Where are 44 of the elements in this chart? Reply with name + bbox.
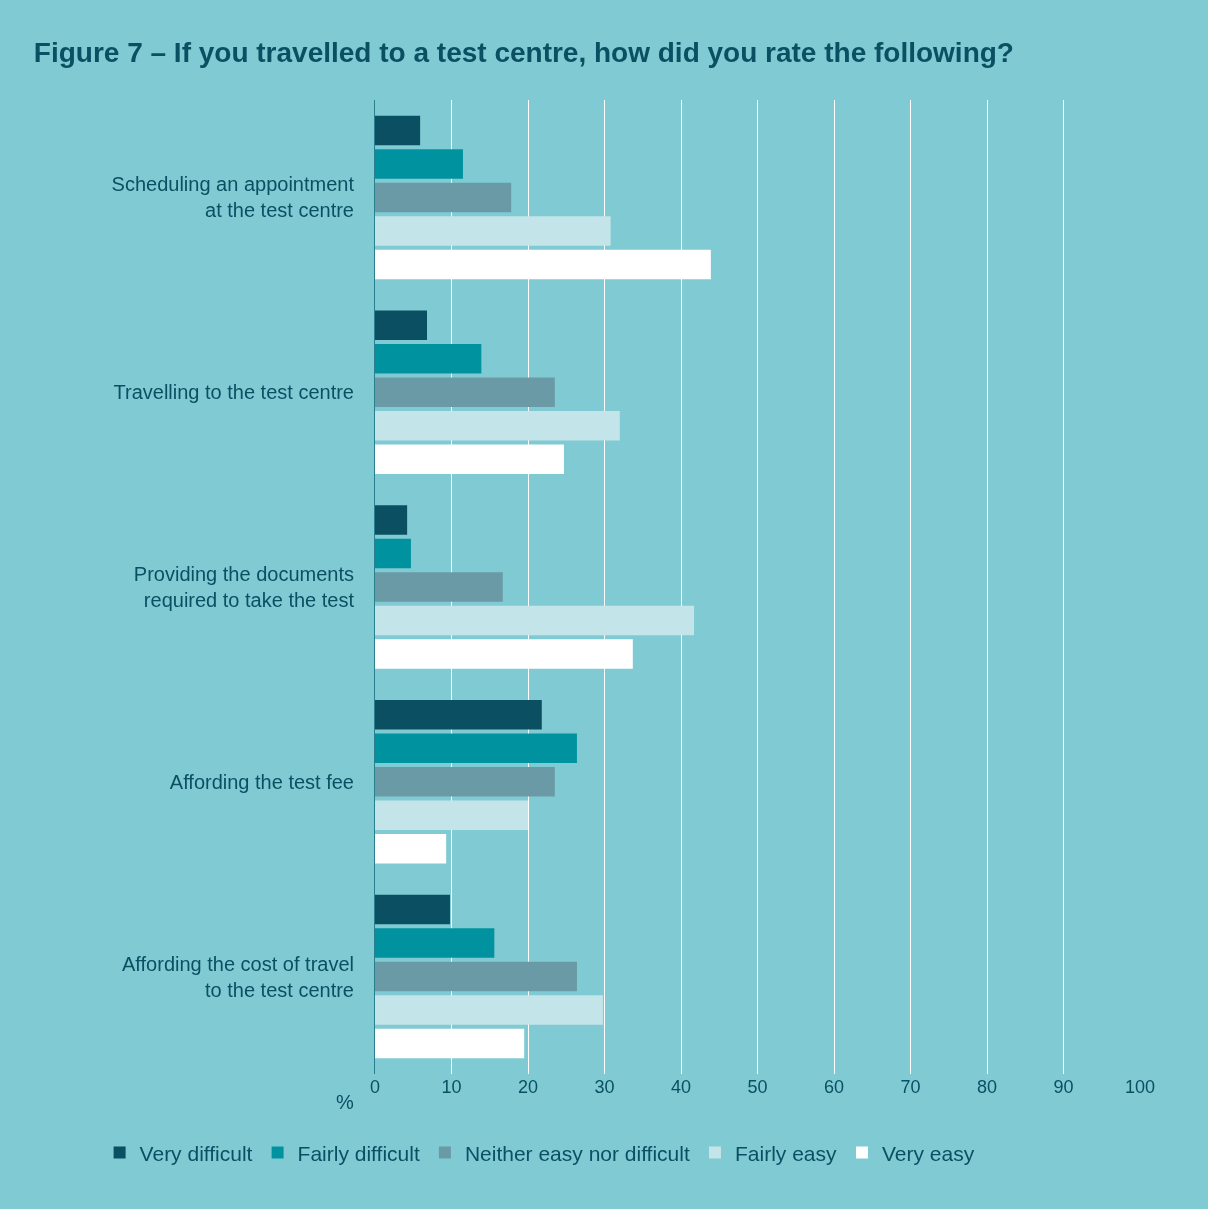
y-tick-label: Travelling to the test centre [113, 381, 354, 404]
bar [375, 115, 421, 146]
bar [375, 572, 503, 602]
x-tick-label: 40 [670, 1077, 692, 1097]
bar [375, 834, 447, 864]
bar [375, 538, 411, 569]
bar [375, 182, 512, 213]
bar [375, 216, 611, 246]
x-tick-label: 80 [976, 1077, 998, 1097]
bar [375, 995, 603, 1025]
bar [375, 343, 482, 374]
legend-label: Very difficult [139, 1141, 253, 1165]
bar [375, 767, 555, 797]
y-tick-label: Affording the test fee [169, 770, 354, 793]
x-tick-label: 70 [900, 1077, 921, 1097]
y-tick-label: Affording the cost of travel to the test centre [122, 952, 354, 1001]
y-tick-label: Scheduling an appointment at the test centre [111, 173, 355, 222]
x-tick-label: 50 [747, 1077, 768, 1097]
bar [375, 733, 577, 764]
x-tick-label: 0 [369, 1077, 381, 1097]
x-tick-label: 20 [517, 1077, 539, 1097]
bar [375, 377, 555, 407]
bar [375, 605, 695, 636]
x-tick-label: 10 [441, 1077, 462, 1097]
x-tick-label: 90 [1053, 1077, 1074, 1097]
x-tick-label: 100 [1124, 1077, 1156, 1097]
bar [375, 800, 528, 831]
x-tick-label: 30 [594, 1077, 615, 1097]
y-tick-label: Providing the documents required to take the test [133, 563, 355, 611]
bar [375, 700, 542, 730]
bar [375, 149, 463, 179]
bar [375, 961, 577, 992]
x-tick-label: 60 [823, 1077, 845, 1097]
bar [375, 410, 620, 441]
chart-title: Figure 7 – If you travelled to a test centre, how did you rate the following? [33, 36, 1014, 68]
legend-label: Very easy [881, 1141, 975, 1165]
legend-label: Neither easy nor difficult [464, 1141, 690, 1165]
bar [375, 894, 450, 925]
bar [375, 505, 408, 535]
x-axis-title: % [336, 1091, 354, 1113]
legend-label: Fairly difficult [297, 1141, 420, 1165]
bar [375, 928, 495, 958]
bar [375, 310, 428, 340]
legend-label: Fairly easy [734, 1141, 837, 1165]
